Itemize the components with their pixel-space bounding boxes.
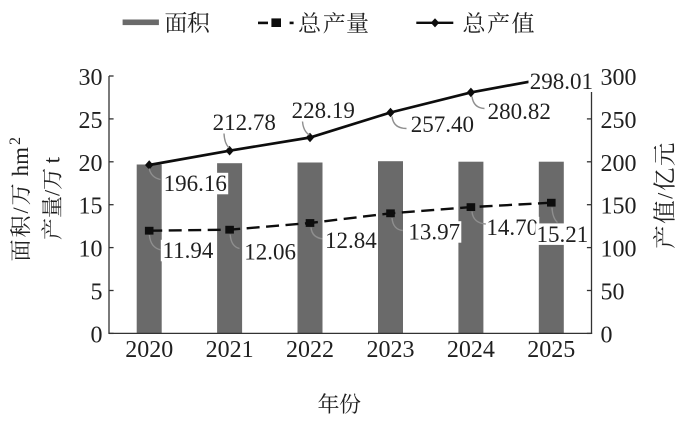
svg-text:t: t	[40, 156, 65, 163]
svg-text:20: 20	[79, 151, 103, 177]
svg-text:2021: 2021	[206, 337, 254, 363]
svg-text:11.94: 11.94	[162, 238, 213, 263]
svg-text:280.82: 280.82	[488, 99, 551, 124]
svg-text:250: 250	[601, 108, 637, 134]
svg-text:hm: hm	[8, 147, 33, 177]
svg-text:2025: 2025	[527, 337, 575, 363]
svg-text:200: 200	[601, 151, 637, 177]
svg-text:25: 25	[79, 108, 103, 134]
svg-text:0: 0	[601, 322, 613, 348]
svg-text:257.40: 257.40	[411, 112, 474, 137]
svg-text:100: 100	[601, 237, 637, 263]
svg-text:5: 5	[91, 280, 103, 306]
svg-text:2: 2	[7, 137, 24, 145]
svg-text:150: 150	[601, 194, 637, 220]
svg-text:2023: 2023	[367, 337, 415, 363]
svg-text:13.97: 13.97	[408, 220, 460, 245]
svg-text:10: 10	[79, 237, 103, 263]
svg-text:300: 300	[601, 65, 637, 91]
svg-text:/: /	[40, 189, 65, 196]
svg-text:0: 0	[91, 322, 103, 348]
svg-text:30: 30	[79, 65, 103, 91]
svg-text:50: 50	[601, 280, 625, 306]
svg-text:/: /	[653, 192, 678, 199]
svg-text:212.78: 212.78	[213, 110, 276, 135]
svg-text:14.70: 14.70	[486, 215, 538, 240]
svg-text:/: /	[8, 207, 33, 214]
svg-text:12.06: 12.06	[244, 240, 296, 265]
svg-text:228.19: 228.19	[292, 98, 355, 123]
svg-text:2024: 2024	[447, 337, 495, 363]
svg-text:2022: 2022	[286, 337, 334, 363]
svg-text:196.16: 196.16	[164, 171, 227, 196]
svg-text:15.21: 15.21	[537, 222, 589, 247]
svg-text:15: 15	[79, 194, 103, 220]
svg-text:298.01: 298.01	[530, 69, 593, 94]
svg-text:2020: 2020	[125, 337, 173, 363]
svg-text:12.84: 12.84	[325, 228, 377, 253]
